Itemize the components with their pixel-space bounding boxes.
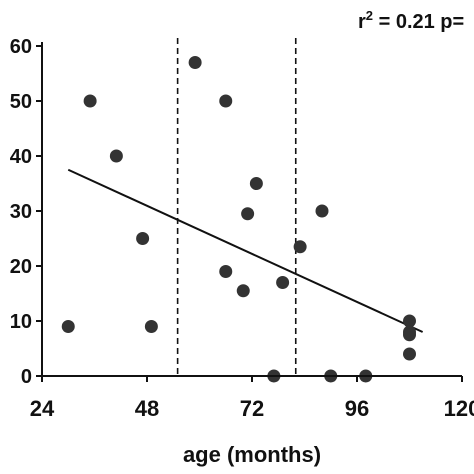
- y-tick-label: 10: [10, 311, 32, 333]
- reference-lines: [176, 38, 297, 376]
- data-point: [236, 284, 250, 298]
- data-point: [188, 56, 202, 69]
- data-point: [403, 347, 416, 361]
- x-tick-label: 120: [444, 396, 474, 421]
- data-point: [249, 177, 263, 190]
- y-tick-label: 60: [10, 36, 32, 58]
- data-point: [293, 240, 307, 254]
- data-point: [403, 314, 416, 328]
- r-squared-superscript: 2: [366, 8, 373, 23]
- data-point: [144, 320, 158, 333]
- data-point: [241, 207, 255, 221]
- data-points: [61, 56, 416, 383]
- r-squared-value: = 0.21 p=: [373, 11, 464, 33]
- tick-labels: 0 10 20 30 40 50 60 24 48 72 96 120: [10, 36, 474, 421]
- data-point: [219, 265, 233, 278]
- data-point: [109, 149, 123, 163]
- x-tick-label: 24: [30, 396, 55, 421]
- r-squared-prefix: r: [358, 11, 366, 33]
- axes: [36, 42, 463, 382]
- data-point: [219, 94, 233, 108]
- y-tick-label: 40: [10, 146, 32, 168]
- regression-line: [67, 168, 424, 333]
- y-tick-label: 50: [10, 91, 32, 113]
- y-tick-label: 30: [10, 201, 32, 223]
- y-tick-label: 0: [21, 366, 32, 388]
- data-point: [83, 94, 97, 108]
- x-axis-label: age (months): [183, 442, 321, 467]
- data-point: [403, 328, 416, 342]
- r-squared-annotation: r2 = 0.21 p=: [358, 8, 464, 33]
- data-point: [61, 320, 75, 333]
- data-point: [136, 232, 150, 245]
- data-point: [276, 276, 290, 289]
- y-tick-label: 20: [10, 256, 32, 278]
- x-tick-label: 48: [135, 396, 159, 421]
- data-point: [315, 204, 329, 218]
- x-tick-label: 72: [240, 396, 264, 421]
- x-tick-label: 96: [345, 396, 369, 421]
- trend-line-group: [67, 168, 424, 333]
